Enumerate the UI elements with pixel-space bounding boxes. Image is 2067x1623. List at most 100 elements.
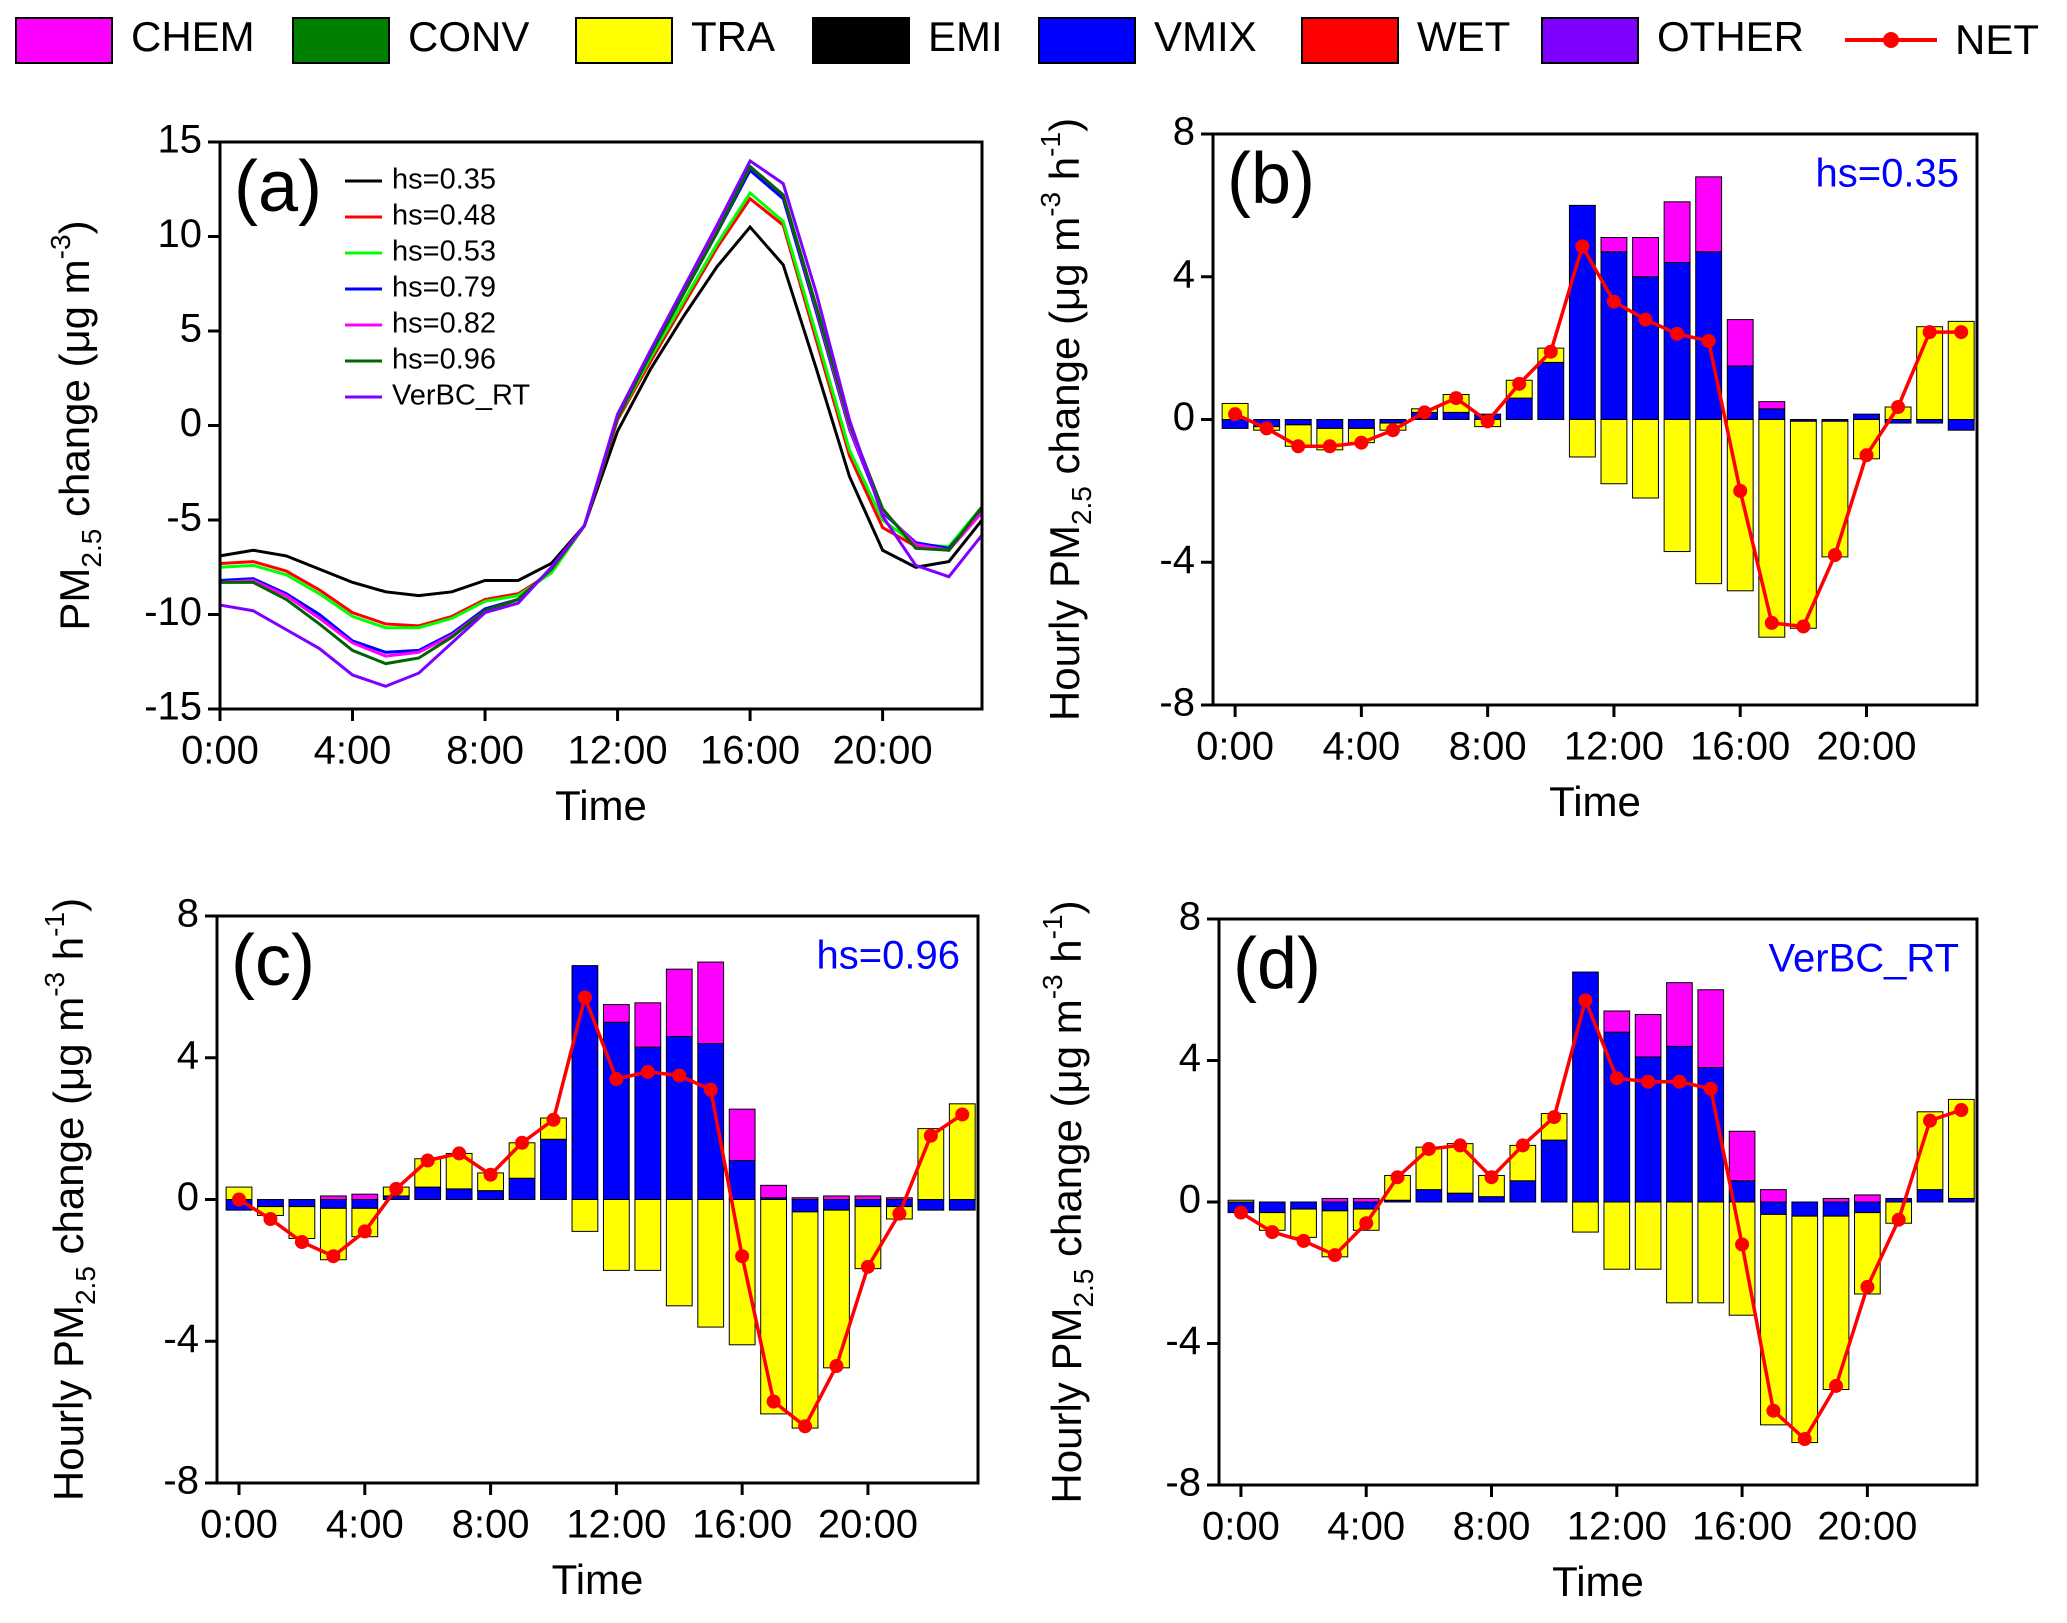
- net-point: [1322, 439, 1337, 454]
- legend-label: OTHER: [1657, 13, 1804, 60]
- net-point: [1670, 326, 1685, 341]
- x-tick-label: 16:00: [1692, 1505, 1792, 1549]
- net-point: [1922, 325, 1937, 340]
- y-axis-title-part: change (μg m: [1041, 217, 1088, 486]
- net-point: [609, 1072, 624, 1087]
- net-point: [1233, 1205, 1248, 1220]
- net-point: [1575, 239, 1590, 254]
- bar-segment: [1695, 419, 1723, 585]
- bar-segment: [1853, 413, 1880, 421]
- net-point: [955, 1107, 970, 1122]
- legend-swatch: [812, 17, 910, 64]
- bar-segment: [288, 1199, 316, 1208]
- bar-segment: [791, 1211, 819, 1429]
- line-series: [219, 167, 984, 654]
- bar-segment: [1603, 1201, 1631, 1270]
- legend-label: EMI: [928, 13, 1003, 60]
- bar-segment: [1947, 419, 1975, 431]
- bar-segment: [854, 1195, 882, 1201]
- bar-segment: [1758, 408, 1786, 421]
- y-tick-label: 8: [1179, 895, 1201, 939]
- bar-segment: [1885, 1197, 1913, 1203]
- x-axis-title: Time: [1552, 1558, 1644, 1605]
- y-axis-title: Hourly PM2.5 change (μg m-3 h-1): [39, 898, 101, 1501]
- y-axis-title-part: ): [45, 898, 92, 912]
- y-tick-label: -5: [166, 496, 202, 540]
- y-tick-label: 0: [180, 401, 202, 445]
- bar-segment: [1600, 419, 1628, 485]
- net-point: [1421, 1141, 1436, 1156]
- net-point: [735, 1249, 750, 1264]
- bar-segment: [1854, 1194, 1881, 1203]
- y-tick-label: -4: [163, 1317, 199, 1361]
- y-axis-title-part: -1: [1035, 132, 1066, 157]
- bar-segment: [1758, 401, 1786, 410]
- net-point: [640, 1064, 655, 1079]
- y-tick-label: 4: [1173, 252, 1195, 296]
- panel: -8 -4 0 4 8 0:00 4:00 8:00 12:00 16:00 20:00 Time Ho…: [1037, 895, 1979, 1605]
- net-point: [1735, 1237, 1750, 1252]
- net-point: [672, 1068, 687, 1083]
- bar-segment: [1415, 1189, 1443, 1203]
- x-tick-label: 0:00: [200, 1503, 278, 1547]
- x-tick-label: 20:00: [833, 729, 933, 773]
- bar-segment: [1758, 419, 1786, 638]
- bar-segment: [1284, 419, 1312, 426]
- panel-label: (b): [1227, 139, 1315, 219]
- y-axis-title-part: Hourly PM: [45, 1305, 92, 1501]
- x-tick-label: 8:00: [452, 1503, 530, 1547]
- net-point: [1606, 294, 1621, 309]
- x-tick-label: 0:00: [1196, 725, 1274, 769]
- bar-segment: [1663, 201, 1691, 263]
- y-tick-label: 8: [1173, 110, 1195, 154]
- y-tick-label: 15: [158, 118, 203, 162]
- x-tick-label: 8:00: [1449, 725, 1527, 769]
- net-point: [1796, 619, 1811, 634]
- y-axis-title-part: -1: [1037, 914, 1068, 939]
- y-tick-label: 5: [180, 307, 202, 351]
- bar-segment: [319, 1195, 347, 1201]
- bar-segment: [1666, 982, 1693, 1047]
- bar-segment: [1600, 236, 1628, 253]
- bar-segment: [1663, 419, 1691, 553]
- bar-segment: [1854, 1201, 1881, 1214]
- legend-label: VMIX: [1154, 13, 1257, 60]
- bar-segment: [1760, 1189, 1787, 1203]
- net-point: [1359, 1216, 1374, 1231]
- bar-segment: [1537, 361, 1565, 420]
- bar-segment: [1600, 251, 1628, 420]
- y-axis-title-part: 2.5: [70, 1266, 101, 1305]
- net-point: [1515, 1138, 1530, 1153]
- bar-segment: [917, 1199, 945, 1211]
- bar-segment: [1347, 419, 1375, 429]
- net-point: [1797, 1432, 1812, 1447]
- bar-segment: [665, 968, 693, 1037]
- bar-segment: [760, 1199, 787, 1415]
- bar-segment: [319, 1199, 347, 1209]
- net-point: [1543, 344, 1558, 359]
- line-series: [219, 164, 984, 658]
- y-axis-title-part: change (μg m: [51, 259, 98, 528]
- bar-segment: [257, 1199, 284, 1208]
- bar-segment: [948, 1199, 976, 1211]
- bar-segment: [634, 1199, 662, 1271]
- y-axis-title-part: h: [1043, 939, 1090, 974]
- legend-label: TRA: [691, 13, 775, 60]
- bar-segment: [1634, 1201, 1662, 1270]
- legend-label: VerBC_RT: [392, 380, 530, 412]
- y-tick-label: 0: [1173, 395, 1195, 439]
- bar-segment: [1321, 1201, 1349, 1212]
- net-point: [1453, 1138, 1468, 1153]
- net-point: [357, 1224, 372, 1239]
- bar-segment: [1632, 276, 1659, 420]
- net-point: [1578, 993, 1593, 1008]
- net-point: [1923, 1113, 1938, 1128]
- bar-segment: [1603, 1010, 1631, 1033]
- legend-label: NET: [1955, 16, 2039, 63]
- net-point: [1547, 1110, 1562, 1125]
- y-tick-label: 0: [1179, 1178, 1201, 1222]
- x-tick-label: 0:00: [1202, 1505, 1280, 1549]
- net-point: [1609, 1071, 1624, 1086]
- legend-swatch: [15, 17, 113, 64]
